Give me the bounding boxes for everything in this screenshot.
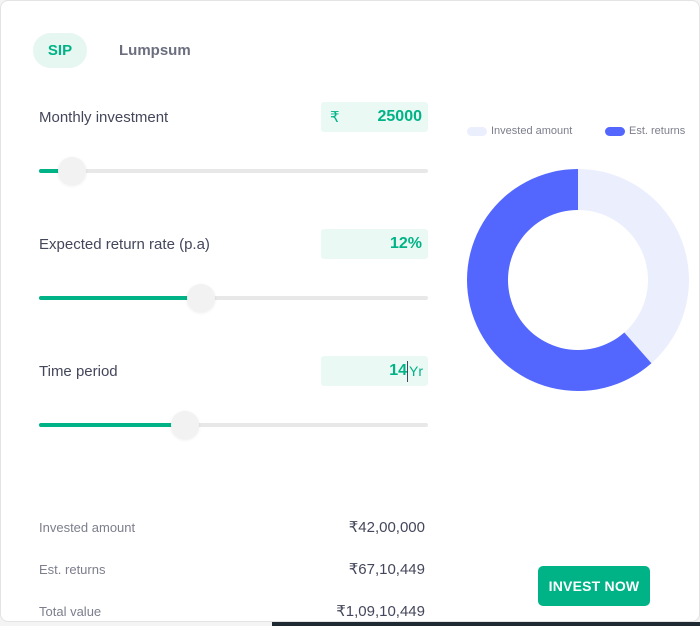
text-cursor (407, 361, 408, 382)
donut-slice-invested (578, 169, 689, 364)
summary-returns-value: ₹67,10,449 (348, 561, 425, 578)
return-rate-label: Expected return rate (p.a) (39, 236, 210, 253)
time-period-slider-fill (39, 423, 176, 427)
rupee-symbol: ₹ (330, 109, 340, 126)
return-rate-input[interactable]: 12% (321, 229, 428, 259)
monthly-investment-input[interactable]: ₹ 25000 (321, 102, 428, 132)
time-period-slider[interactable] (39, 411, 428, 439)
tab-sip[interactable]: SIP (33, 33, 87, 68)
legend-item-returns: Est. returns (605, 125, 685, 137)
monthly-investment-slider-fill (39, 169, 63, 173)
monthly-investment-value: 25000 (377, 108, 423, 125)
monthly-investment-label: Monthly investment (39, 109, 169, 126)
time-period-value: 14 (389, 362, 407, 379)
legend-swatch-invested (467, 126, 487, 136)
legend-swatch-returns (605, 126, 625, 136)
monthly-investment-slider-thumb[interactable] (58, 157, 87, 185)
tab-lumpsum[interactable]: Lumpsum (119, 42, 191, 59)
donut-slice-returns (467, 169, 652, 391)
summary-total-value: ₹1,09,10,449 (336, 603, 425, 620)
monthly-investment-slider[interactable] (39, 157, 428, 185)
summary-returns-label: Est. returns (39, 562, 106, 577)
legend-label-returns: Est. returns (629, 125, 686, 137)
legend-label-invested: Invested amount (491, 125, 573, 137)
summary-invested-value: ₹42,00,000 (348, 519, 425, 536)
return-rate-slider[interactable] (39, 284, 428, 312)
invest-now-button[interactable]: INVEST NOW (538, 566, 650, 606)
time-period-input[interactable]: 14 Yr (321, 356, 428, 386)
return-rate-slider-fill (39, 296, 191, 300)
summary-total-label: Total value (39, 604, 102, 619)
donut-chart (467, 169, 689, 391)
legend-item-invested: Invested amount (467, 125, 572, 137)
return-rate-value: 12% (389, 235, 422, 252)
bottom-bar (272, 622, 700, 626)
summary-invested-label: Invested amount (39, 520, 136, 535)
time-period-slider-thumb[interactable] (171, 411, 200, 439)
time-period-unit: Yr (409, 363, 423, 379)
time-period-label: Time period (39, 363, 118, 380)
return-rate-slider-thumb[interactable] (186, 284, 215, 312)
